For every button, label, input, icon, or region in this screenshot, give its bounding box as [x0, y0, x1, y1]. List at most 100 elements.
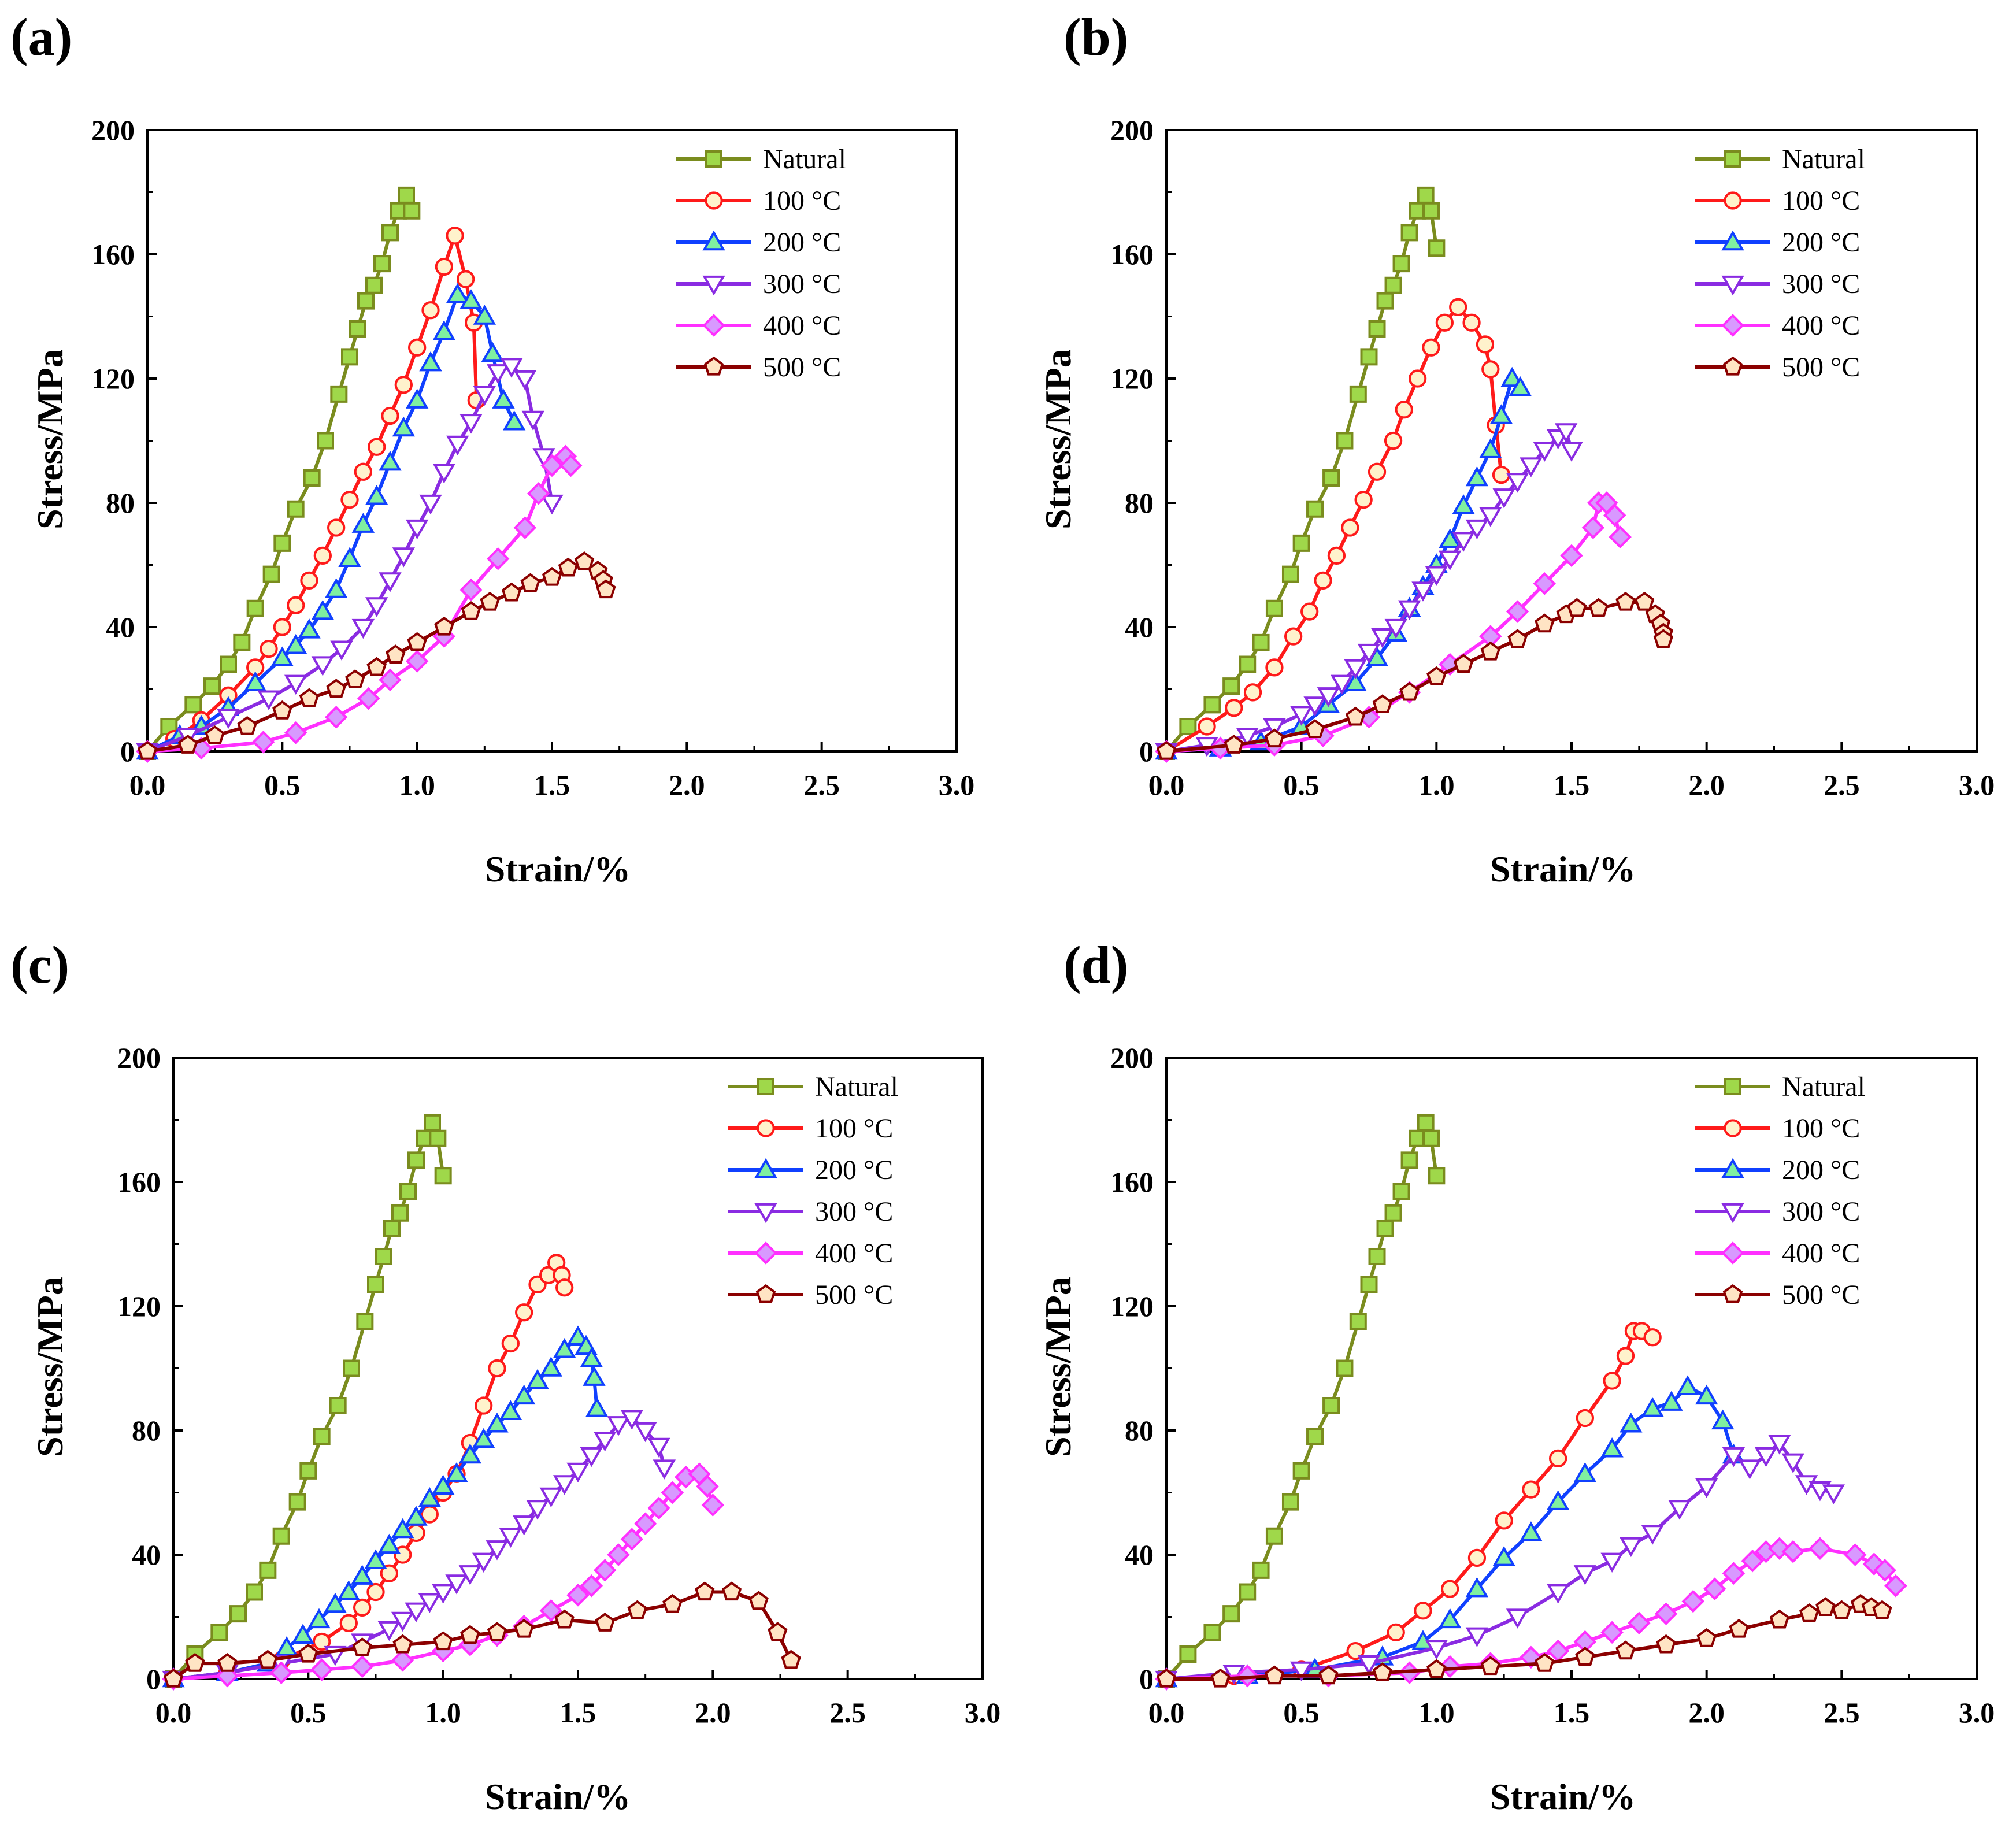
data-point	[1615, 591, 1636, 611]
legend-label: 200 °C	[763, 227, 841, 258]
data-point	[1422, 202, 1440, 220]
y-tick-label: 0	[1139, 735, 1154, 768]
data-point	[1349, 1313, 1367, 1330]
data-point	[432, 464, 456, 484]
chart-panel: (c) 0.0 0.5 1.0 1.5 2.0 2.5 3.0 0 40 80 120 160 200 St…	[10, 935, 1000, 1817]
data-point	[391, 1611, 414, 1632]
x-axis-title: Strain/%	[1490, 848, 1636, 889]
y-axis-title: Stress/MPa	[29, 1277, 71, 1457]
legend-label: 300 °C	[1782, 1196, 1860, 1227]
data-point	[273, 534, 291, 552]
data-point	[433, 1631, 453, 1651]
data-point	[366, 657, 387, 676]
series-natural	[165, 1114, 452, 1688]
data-point	[1754, 1447, 1778, 1467]
data-point	[627, 1600, 647, 1619]
plot-frame	[146, 129, 958, 753]
data-point	[553, 1475, 576, 1495]
data-point	[353, 1598, 372, 1617]
data-point	[287, 500, 305, 518]
data-point	[1481, 360, 1500, 379]
data-point	[379, 572, 402, 592]
data-point	[163, 1668, 184, 1688]
data-point	[486, 547, 510, 570]
data-point	[1346, 1641, 1365, 1660]
data-point	[1480, 641, 1500, 661]
data-point	[1222, 677, 1240, 695]
data-point	[288, 1493, 306, 1511]
data-point	[620, 1410, 644, 1430]
data-point	[514, 1618, 534, 1638]
data-point	[1603, 1372, 1621, 1390]
data-point	[251, 731, 275, 754]
data-point	[434, 616, 454, 636]
data-point	[329, 1397, 347, 1414]
legend: Natural 100 °C 200 °C 300 °C 400 °C 500 °C	[1695, 1072, 1865, 1310]
legend-label: 500 °C	[1782, 1280, 1860, 1310]
data-point	[1575, 1647, 1595, 1666]
data-point	[1573, 1462, 1597, 1482]
y-tick-label: 160	[1110, 238, 1154, 270]
legend-item: Natural	[728, 1072, 898, 1102]
legend-item: 400 °C	[1695, 1238, 1860, 1269]
data-point	[1399, 681, 1420, 701]
legend-item: 200 °C	[728, 1155, 893, 1185]
data-point	[583, 1366, 606, 1386]
data-point	[1520, 1645, 1543, 1669]
data-point	[445, 1462, 468, 1482]
data-point	[593, 1431, 617, 1452]
data-point	[585, 1397, 609, 1417]
legend-marker	[757, 1119, 775, 1137]
data-point	[220, 655, 237, 673]
x-tick-label: 1.5	[1554, 769, 1590, 801]
data-point	[272, 1527, 290, 1545]
x-tick-label: 2.0	[695, 1696, 731, 1729]
data-point	[580, 1347, 603, 1367]
legend-label: 100 °C	[1782, 186, 1860, 216]
legend-marker	[1722, 1284, 1743, 1303]
x-tick-label: 2.0	[1688, 1696, 1725, 1729]
data-point	[499, 1400, 522, 1420]
data-point	[1872, 1600, 1892, 1619]
series-line	[1165, 305, 1503, 753]
data-point	[233, 633, 251, 651]
x-tick-label: 0.5	[1283, 1696, 1320, 1729]
legend-item: 400 °C	[728, 1238, 893, 1269]
data-point	[431, 1584, 455, 1604]
chart-panel: (b) 0.0 0.5 1.0 1.5 2.0 2.5 3.0 0 40 80 120 160 200 St…	[1037, 8, 1995, 889]
data-point	[459, 414, 483, 434]
y-tick-label: 160	[117, 1166, 161, 1198]
y-tick-label: 80	[106, 487, 135, 519]
data-point	[367, 1276, 384, 1293]
data-point	[259, 1561, 277, 1579]
data-point	[607, 1416, 630, 1436]
data-point	[310, 1658, 333, 1681]
y-axis-title: Stress/MPa	[1037, 1277, 1079, 1457]
data-point	[512, 1384, 536, 1405]
data-point	[1357, 1655, 1381, 1676]
data-point	[1376, 292, 1394, 310]
data-point	[1372, 1662, 1393, 1681]
data-point	[1179, 1645, 1197, 1663]
series-t500	[1156, 591, 1674, 760]
data-point	[1462, 313, 1481, 332]
data-point	[721, 1581, 742, 1601]
data-point	[1452, 494, 1475, 514]
data-point	[405, 388, 429, 409]
data-point	[408, 338, 427, 357]
y-tick-label: 80	[132, 1414, 161, 1447]
data-point	[287, 596, 305, 615]
legend-label: 300 °C	[815, 1196, 893, 1227]
legend-marker	[705, 191, 723, 210]
data-point	[480, 591, 500, 611]
y-tick-label: 120	[91, 362, 135, 395]
legend: Natural 100 °C 200 °C 300 °C 400 °C 500 °C	[728, 1072, 898, 1310]
legend-marker	[755, 1284, 776, 1303]
data-point	[1832, 1600, 1852, 1619]
data-point	[501, 1334, 520, 1353]
data-point	[1843, 1543, 1867, 1566]
data-point	[580, 1447, 603, 1467]
data-point	[1156, 740, 1177, 760]
y-tick-label: 160	[1110, 1166, 1154, 1198]
data-point	[1317, 687, 1340, 707]
